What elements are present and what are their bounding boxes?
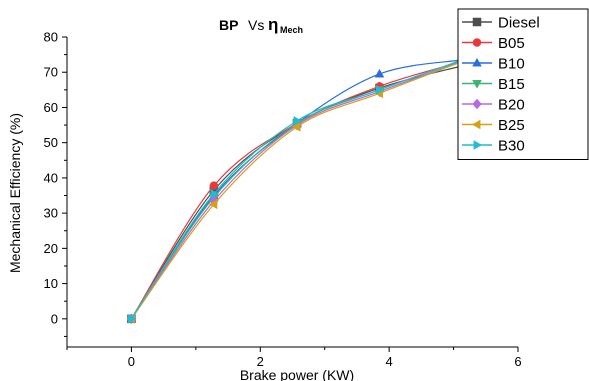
series-b05 — [127, 57, 467, 324]
y-tick-label: 10 — [44, 276, 58, 291]
title-eta: η — [268, 15, 278, 34]
legend-marker-b05 — [472, 38, 482, 47]
series-diesel — [127, 61, 467, 324]
y-tick-label: 60 — [44, 100, 58, 115]
legend-label-b20: B20 — [498, 97, 525, 114]
legend-item-b10: B10 — [462, 56, 525, 73]
data-point-b30 — [293, 116, 303, 126]
data-point-b25 — [291, 122, 301, 132]
series-line-b15 — [130, 60, 463, 320]
title-vs: Vs — [248, 17, 264, 33]
legend-marker-b25 — [471, 119, 481, 130]
x-axis-title: Brake power (KW) — [240, 367, 354, 381]
legend-item-b20: B20 — [462, 97, 525, 114]
series-line-b20 — [130, 61, 463, 320]
legend-label-b30: B30 — [498, 138, 525, 155]
series-line-b30 — [130, 59, 463, 320]
data-point-b30 — [127, 313, 137, 324]
y-tick-label: 80 — [44, 30, 58, 45]
axes: 0 10 20 30 40 50 60 70 80 0 2 4 6 — [44, 30, 522, 370]
series-b15 — [126, 57, 467, 324]
legend-label-b10: B10 — [498, 56, 525, 73]
series-line-b25 — [130, 61, 463, 320]
y-tick-label: 20 — [44, 241, 58, 256]
series-b25 — [126, 56, 466, 324]
legend: Diesel B05 B10 B15 B20 B25 B30 — [457, 8, 589, 160]
plot-area — [126, 54, 468, 325]
title-mech-subscript: Mech — [280, 25, 303, 35]
data-point-b10 — [374, 68, 385, 78]
x-tick-label: 6 — [514, 354, 521, 369]
chart-title: BP Vs η Mech — [219, 15, 303, 35]
y-axis-title: Mechanical Efficiency (%) — [7, 113, 23, 273]
legend-marker-b20 — [472, 98, 482, 110]
legend-item-b30: B30 — [462, 138, 525, 155]
x-tick-label: 4 — [386, 354, 393, 369]
legend-label-diesel: Diesel — [498, 15, 540, 32]
series-line-b05 — [130, 61, 463, 320]
data-point-b30 — [210, 188, 220, 199]
legend-item-diesel: Diesel — [462, 15, 540, 32]
legend-label-b25: B25 — [498, 117, 525, 134]
y-tick-label: 70 — [44, 65, 58, 80]
title-bp: BP — [219, 17, 238, 33]
series-b30 — [127, 55, 468, 324]
y-tick-label: 40 — [44, 170, 58, 185]
legend-label-b05: B05 — [498, 35, 525, 52]
x-tick-label: 0 — [128, 354, 135, 369]
legend-item-b05: B05 — [462, 35, 525, 52]
legend-item-b25: B25 — [462, 117, 525, 134]
data-point-b25 — [208, 199, 218, 210]
series-line-b10 — [130, 59, 463, 320]
x-tick-label: 2 — [257, 354, 264, 369]
legend-marker-b10 — [472, 57, 482, 67]
y-tick-label: 50 — [44, 135, 58, 150]
legend-label-b15: B15 — [498, 76, 525, 93]
series-b10 — [126, 54, 467, 323]
legend-marker-b15 — [472, 80, 482, 89]
series-line-diesel — [130, 65, 463, 320]
legend-marker-diesel — [472, 17, 482, 27]
y-tick-label: 30 — [44, 206, 58, 221]
legend-item-b15: B15 — [462, 76, 525, 93]
legend-marker-b30 — [473, 140, 483, 150]
data-point-b30 — [376, 85, 385, 95]
series-b20 — [126, 56, 467, 325]
data-point-b05 — [209, 181, 219, 190]
y-tick-label: 0 — [51, 311, 58, 326]
